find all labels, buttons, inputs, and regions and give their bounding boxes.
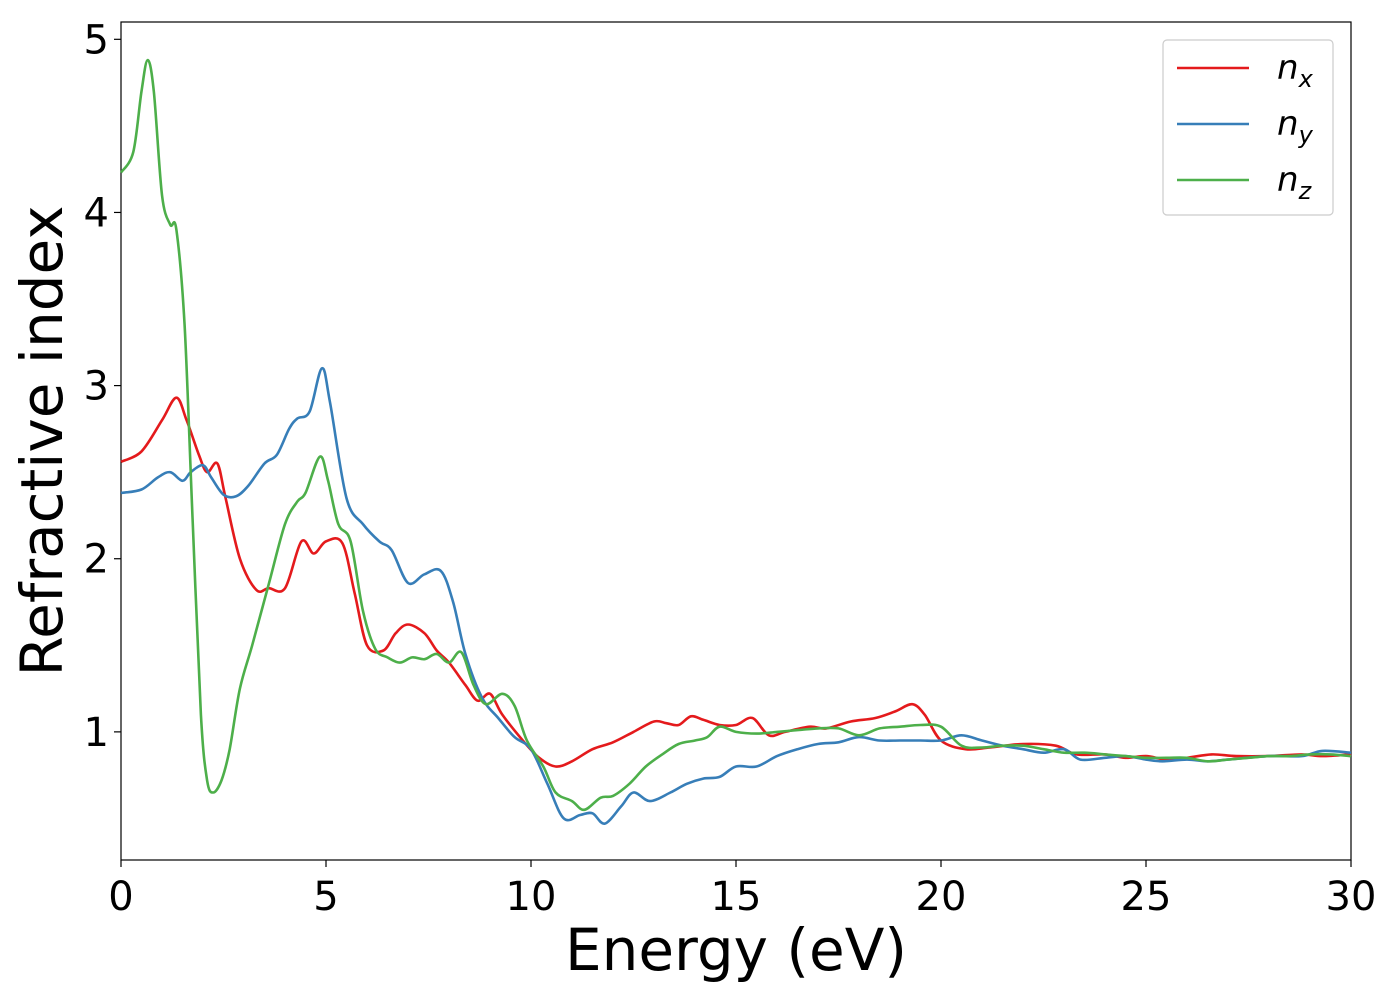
- legend: nx ny nz: [1162, 39, 1334, 216]
- y-tick-label: 5: [84, 17, 109, 63]
- x-axis-label: Energy (eV): [565, 916, 907, 984]
- y-tick-label: 1: [84, 710, 109, 756]
- y-tick-label: 4: [84, 190, 109, 236]
- x-tick-label: 5: [313, 874, 338, 920]
- legend-label-y: ny: [1277, 104, 1314, 149]
- legend-label-x: nx: [1277, 48, 1314, 93]
- x-axis-ticks: 0 5 10 15 20 25 30: [108, 860, 1376, 920]
- series-line-y: [120, 367, 1352, 825]
- x-tick-label: 25: [1121, 874, 1172, 920]
- y-axis-label: Refractive index: [8, 205, 76, 676]
- x-tick-label: 10: [506, 874, 557, 920]
- y-tick-label: 2: [84, 537, 109, 583]
- legend-box: [1162, 39, 1334, 216]
- series-line-z: [119, 58, 1352, 812]
- x-tick-label: 30: [1326, 874, 1377, 920]
- plot-area: 0 5 10 15 20 25 30 1 2 3 4 5: [84, 17, 1377, 920]
- x-tick-label: 0: [108, 874, 133, 920]
- legend-label-z: nz: [1277, 160, 1313, 205]
- series-layer: [119, 58, 1352, 825]
- y-axis-ticks: 1 2 3 4 5: [84, 17, 121, 756]
- x-tick-label: 15: [711, 874, 762, 920]
- y-tick-label: 3: [84, 364, 109, 410]
- series-line-x: [120, 396, 1352, 768]
- x-tick-label: 20: [916, 874, 967, 920]
